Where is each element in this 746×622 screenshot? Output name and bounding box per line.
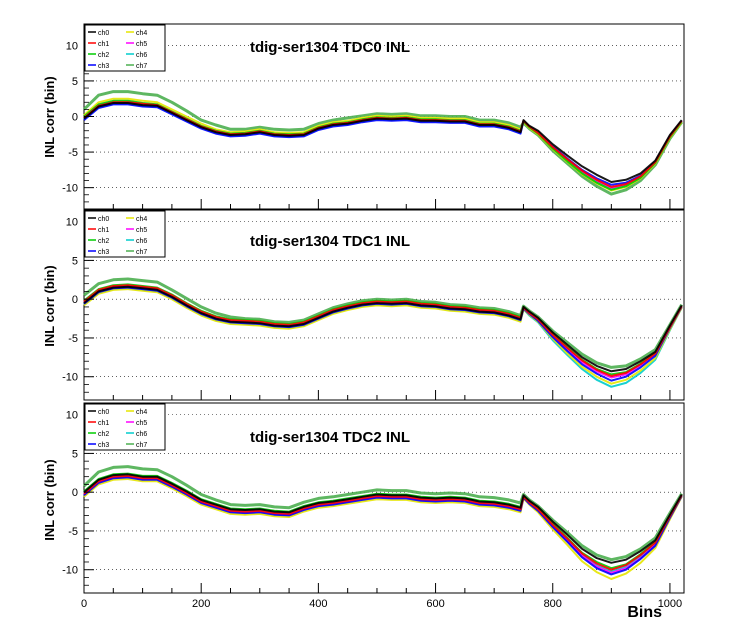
series-line-ch7 <box>82 90 683 196</box>
legend: ch0 ch1 ch2 ch3 ch4 ch5 ch6 ch7 <box>84 403 166 451</box>
chart-title: tdig-ser1304 TDC0 INL <box>250 39 410 56</box>
y-tick-label: -10 <box>62 372 78 384</box>
panel-tdc0: -10 -5 0 5 10 tdig-ser1304 TDC0 INL INL corr… <box>42 23 685 210</box>
y-tick-label: 5 <box>72 255 78 267</box>
y-tick-label: 5 <box>72 448 78 460</box>
series-group <box>83 277 683 388</box>
x-axis-ticks <box>83 390 671 400</box>
x-tick-label: 1000 <box>658 598 682 610</box>
legend-label: ch7 <box>136 442 147 449</box>
y-axis-ticks: -10 -5 0 5 10 <box>62 23 94 210</box>
series-line-ch1 <box>83 284 683 377</box>
series-line-ch7 <box>82 465 683 562</box>
series-line-ch0 <box>83 473 683 564</box>
series-line-ch4 <box>83 288 683 385</box>
y-tick-label: 10 <box>66 217 78 229</box>
y-tick-label: -10 <box>62 183 78 195</box>
x-tick-label: 600 <box>426 598 444 610</box>
y-tick-label: 0 <box>72 112 78 124</box>
series-group <box>82 90 683 196</box>
series-group <box>82 465 683 580</box>
legend-label: ch0 <box>98 216 109 223</box>
legend-label: ch5 <box>136 227 147 234</box>
legend-label: ch6 <box>136 52 147 59</box>
legend: ch0 ch1 ch2 ch3 ch4 ch5 ch6 ch7 <box>84 210 166 258</box>
legend-box <box>84 403 166 451</box>
legend-label: ch2 <box>98 52 109 59</box>
legend-label: ch2 <box>98 238 109 245</box>
legend-label: ch5 <box>136 420 147 427</box>
legend-label: ch1 <box>98 41 109 48</box>
y-axis-label: INL corr (bin) <box>42 459 57 540</box>
legend-label: ch3 <box>98 442 109 449</box>
x-tick-label: 0 <box>81 598 87 610</box>
legend-label: ch1 <box>98 420 109 427</box>
legend-label: ch7 <box>136 249 147 256</box>
x-tick-label: 200 <box>192 598 210 610</box>
legend-label: ch6 <box>136 238 147 245</box>
legend-label: ch0 <box>98 30 109 37</box>
y-tick-label: 10 <box>66 40 78 52</box>
y-tick-label: 0 <box>72 487 78 499</box>
legend-label: ch7 <box>136 63 147 70</box>
panel-tdc2: -10 -5 0 5 10 0 200 400 600 800 1000 tdig-ser1304… <box>42 402 685 621</box>
x-axis-ticks <box>83 199 671 209</box>
chart-title: tdig-ser1304 TDC2 INL <box>250 429 410 446</box>
y-tick-label: 10 <box>66 410 78 422</box>
series-line-ch0 <box>83 102 683 183</box>
legend-box <box>84 24 166 72</box>
panel-tdc1: -10 -5 0 5 10 tdig-ser1304 TDC1 INL INL corr… <box>42 209 685 401</box>
legend: ch0 ch1 ch2 ch3 ch4 ch5 ch6 ch7 <box>84 24 166 72</box>
legend-label: ch1 <box>98 227 109 234</box>
y-tick-label: -5 <box>68 526 78 538</box>
legend-label: ch4 <box>136 409 147 416</box>
y-tick-label: 5 <box>72 76 78 88</box>
y-tick-label: -5 <box>68 147 78 159</box>
x-tick-label: 800 <box>544 598 562 610</box>
series-line-ch3 <box>83 476 683 576</box>
legend-label: ch4 <box>136 30 147 37</box>
legend-label: ch5 <box>136 41 147 48</box>
series-line-ch1 <box>83 474 683 571</box>
x-axis-ticks: 0 200 400 600 800 1000 <box>81 583 682 610</box>
y-tick-label: 0 <box>72 294 78 306</box>
y-axis-label: INL corr (bin) <box>42 76 57 157</box>
y-tick-label: -10 <box>62 565 78 577</box>
legend-label: ch3 <box>98 63 109 70</box>
legend-label: ch2 <box>98 431 109 438</box>
grid-lines <box>84 414 684 571</box>
legend-box <box>84 210 166 258</box>
y-axis-label: INL corr (bin) <box>42 265 57 346</box>
y-axis-ticks: -10 -5 0 5 10 <box>62 406 94 594</box>
x-axis-label: Bins <box>627 604 662 621</box>
y-tick-label: -5 <box>68 333 78 345</box>
x-tick-label: 400 <box>309 598 327 610</box>
chart-title: tdig-ser1304 TDC1 INL <box>250 233 410 250</box>
legend-label: ch6 <box>136 431 147 438</box>
series-line-ch0 <box>83 285 683 373</box>
legend-label: ch0 <box>98 409 109 416</box>
legend-label: ch4 <box>136 216 147 223</box>
legend-label: ch3 <box>98 249 109 256</box>
series-line-ch7 <box>83 277 683 369</box>
series-line-ch4 <box>83 478 683 580</box>
